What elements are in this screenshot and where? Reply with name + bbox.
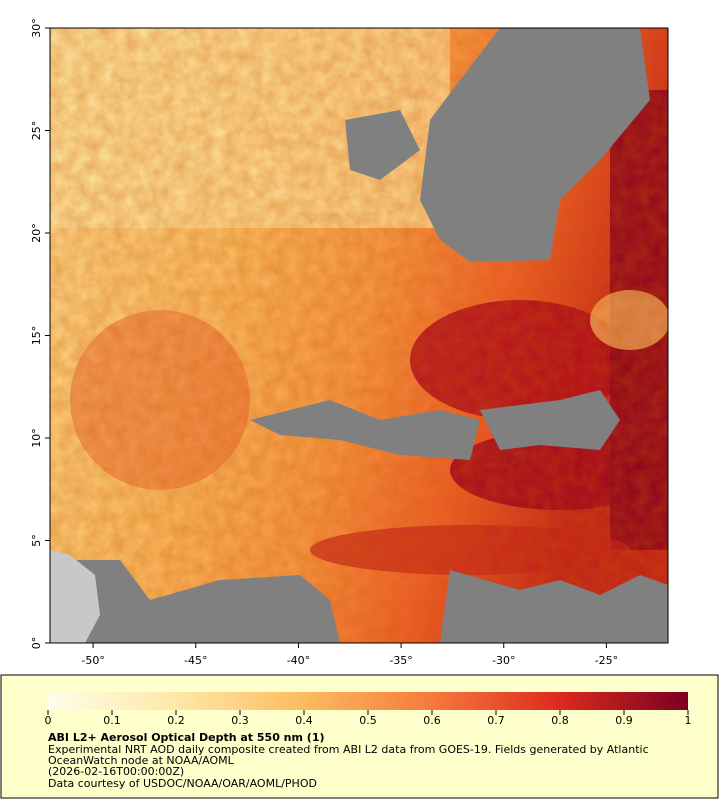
colorbar-tick-label: 0 (45, 714, 52, 727)
aod-field (50, 28, 668, 643)
y-tick-label: 10° (30, 428, 43, 448)
caption-line: OceanWatch node at NOAA/AOML (48, 754, 235, 767)
caption-title: ABI L2+ Aerosol Optical Depth at 550 nm … (48, 731, 325, 744)
caption-line: Experimental NRT AOD daily composite cre… (48, 743, 649, 756)
colorbar-tick-label: 0.8 (551, 714, 569, 727)
x-tick-label: -50° (81, 654, 104, 667)
y-tick-label: 25° (30, 121, 43, 141)
y-tick-label: 30° (30, 18, 43, 38)
colorbar-tick-label: 0.4 (295, 714, 313, 727)
colorbar-tick-label: 0.7 (487, 714, 505, 727)
x-tick-label: -30° (492, 654, 515, 667)
y-tick-label: 20° (30, 223, 43, 243)
x-tick-label: -35° (389, 654, 412, 667)
x-tick-label: -40° (287, 654, 310, 667)
y-tick-label: 15° (30, 326, 43, 346)
colorbar-tick-label: 0.9 (615, 714, 633, 727)
colorbar-tick-label: 1 (685, 714, 692, 727)
colorbar-tick-label: 0.6 (423, 714, 441, 727)
x-tick-label: -25° (595, 654, 618, 667)
x-tick-label: -45° (184, 654, 207, 667)
y-tick-label: 0° (30, 637, 43, 650)
colorbar-tick-label: 0.1 (103, 714, 121, 727)
caption-line: Data courtesy of USDOC/NOAA/OAR/AOML/PHO… (48, 777, 317, 790)
caption-line: (2026-02-16T00:00:00Z) (48, 765, 184, 778)
colorbar-tick-label: 0.3 (231, 714, 249, 727)
colorbar (48, 692, 688, 710)
colorbar-tick-label: 0.5 (359, 714, 377, 727)
colorbar-tick-label: 0.2 (167, 714, 185, 727)
y-tick-label: 5° (30, 534, 43, 547)
